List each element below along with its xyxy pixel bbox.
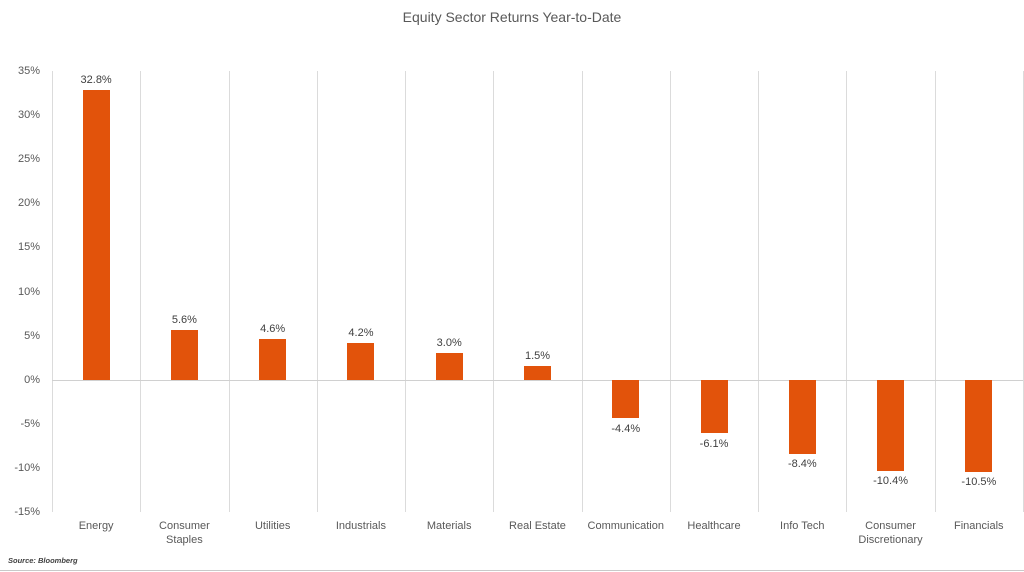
gridline xyxy=(669,71,671,512)
zero-axis-line xyxy=(52,379,1023,381)
category-label: Industrials xyxy=(335,520,386,532)
bar xyxy=(965,379,993,473)
category-label: Financials xyxy=(954,520,1004,532)
bar-value-label: 4.6% xyxy=(260,323,286,336)
x-axis: Energy Consumer Staples Utilities Industria… xyxy=(52,519,1023,547)
category-label: Consumer Discretionary xyxy=(858,520,923,546)
y-tick-label: -10% xyxy=(14,461,40,474)
bar xyxy=(259,339,287,380)
y-tick-label: 0% xyxy=(24,373,40,386)
gridline xyxy=(934,71,936,512)
y-tick-label: 10% xyxy=(17,285,40,298)
category-label: Materials xyxy=(426,520,472,532)
gridline xyxy=(228,71,230,512)
bar xyxy=(170,330,198,380)
source-note: Source: Bloomberg xyxy=(8,556,78,565)
y-tick-label: 15% xyxy=(17,241,40,254)
y-tick-label: 20% xyxy=(17,197,40,210)
y-tick-label: 25% xyxy=(17,153,40,166)
plot-area: 32.8% 5.6% 4.6% 4.2% 3.0% 1.5% -4.4% -6.1% -8.4%… xyxy=(52,71,1024,512)
bar-value-label: -6.1% xyxy=(699,437,729,450)
y-tick-label: -15% xyxy=(14,506,40,518)
bar xyxy=(612,379,640,419)
bar xyxy=(347,342,375,380)
bar xyxy=(524,366,551,380)
bar-value-label: 3.0% xyxy=(436,337,462,350)
bottom-rule-divider xyxy=(0,570,1024,571)
category-label: Communication xyxy=(587,520,664,532)
bar-value-label: -10.4% xyxy=(873,475,909,488)
category-label: Consumer Staples xyxy=(159,520,210,546)
bar-value-label: -10.5% xyxy=(961,476,997,489)
category-label: Healthcare xyxy=(687,520,741,532)
category-label: Real Estate xyxy=(509,520,566,532)
y-tick-label: 30% xyxy=(17,109,40,122)
bar xyxy=(788,379,816,454)
category-label: Energy xyxy=(78,520,114,532)
bar-value-label: 5.6% xyxy=(171,314,197,327)
category-label: Info Tech xyxy=(780,520,825,532)
gridline xyxy=(581,71,583,512)
bar xyxy=(82,90,110,380)
bar xyxy=(435,353,463,380)
gridline xyxy=(316,71,318,512)
gridline xyxy=(758,71,760,512)
gridline xyxy=(140,71,142,512)
bar xyxy=(877,379,905,472)
bar-value-label: -4.4% xyxy=(611,422,641,435)
bar xyxy=(700,379,728,434)
chart-title: Equity Sector Returns Year-to-Date xyxy=(402,9,622,25)
y-tick-label: 5% xyxy=(24,329,40,342)
bar-value-label: 1.5% xyxy=(524,350,551,363)
gridline xyxy=(846,71,848,512)
bar-value-label: -8.4% xyxy=(787,457,817,470)
gridline xyxy=(52,71,53,512)
bar-value-label: 4.2% xyxy=(348,326,374,339)
gridline xyxy=(405,71,407,512)
gridline xyxy=(493,71,495,512)
y-tick-label: -5% xyxy=(20,417,40,430)
bar-value-label: 32.8% xyxy=(80,74,112,87)
y-tick-label: 35% xyxy=(17,65,40,77)
category-label: Utilities xyxy=(254,520,291,532)
